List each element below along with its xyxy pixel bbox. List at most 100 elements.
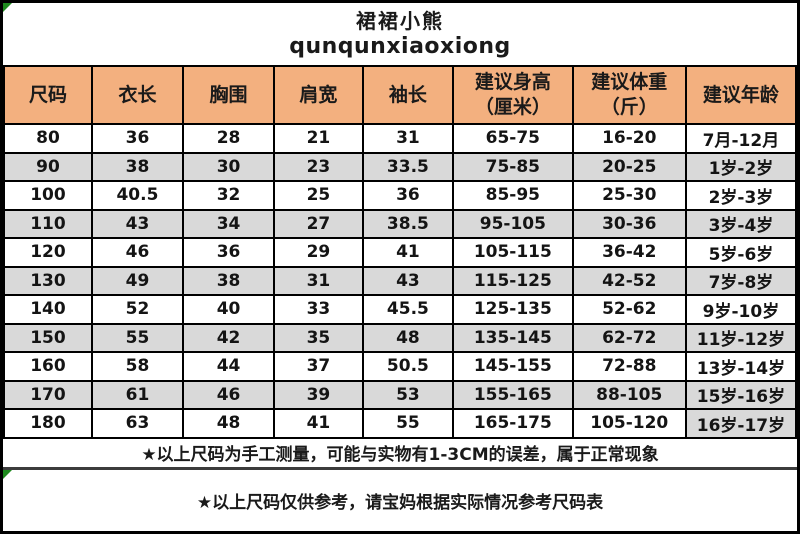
size-cell: 120 — [3, 237, 93, 268]
table-cell: 35 — [273, 322, 364, 353]
table-cell: 53 — [361, 379, 455, 410]
table-cell: 16-20 — [571, 123, 687, 154]
table-header-row: 尺码 衣长 胸围 肩宽 袖长 建议身高 （厘米） 建议体重 （斤） 建议年龄 — [3, 65, 797, 125]
excel-corner-flag-icon — [3, 469, 12, 479]
table-cell: 41 — [361, 237, 455, 268]
table-cell: 52-62 — [571, 294, 687, 325]
size-cell: 160 — [3, 351, 93, 382]
column-header: 尺码 — [3, 65, 93, 125]
table-row: 160 58 44 37 50.5 145-155 72-88 13岁-14岁 — [3, 351, 797, 382]
table-cell: 29 — [273, 237, 364, 268]
table-cell: 41 — [273, 408, 364, 439]
table-cell: 28 — [181, 123, 276, 154]
table-cell: 36 — [361, 180, 455, 211]
table-cell: 1岁-2岁 — [684, 151, 797, 182]
size-cell: 170 — [3, 379, 93, 410]
table-cell: 7岁-8岁 — [684, 265, 797, 296]
brand-subtitle: qunqunxiaoxiong — [289, 33, 511, 59]
column-header: 袖长 — [361, 65, 455, 125]
table-cell: 13岁-14岁 — [684, 351, 797, 382]
table-row: 170 61 46 39 53 155-165 88-105 15岁-16岁 — [3, 379, 797, 410]
table-cell: 48 — [181, 408, 276, 439]
table-cell: 46 — [90, 237, 184, 268]
table-cell: 34 — [181, 208, 276, 239]
table-cell: 16岁-17岁 — [684, 408, 797, 439]
size-cell: 100 — [3, 180, 93, 211]
table-cell: 20-25 — [571, 151, 687, 182]
table-row: 120 46 36 29 41 105-115 36-42 5岁-6岁 — [3, 237, 797, 268]
title-block: 裙裙小熊 qunqunxiaoxiong — [3, 3, 797, 65]
table-cell: 65-75 — [452, 123, 574, 154]
table-cell: 43 — [361, 265, 455, 296]
brand-title: 裙裙小熊 — [356, 8, 444, 33]
table-cell: 105-120 — [571, 408, 687, 439]
table-cell: 31 — [361, 123, 455, 154]
table-cell: 155-165 — [452, 379, 574, 410]
table-cell: 46 — [181, 379, 276, 410]
table-cell: 30-36 — [571, 208, 687, 239]
table-cell: 32 — [181, 180, 276, 211]
table-cell: 37 — [273, 351, 364, 382]
table-cell: 72-88 — [571, 351, 687, 382]
table-cell: 9岁-10岁 — [684, 294, 797, 325]
table-cell: 52 — [90, 294, 184, 325]
table-cell: 2岁-3岁 — [684, 180, 797, 211]
size-cell: 180 — [3, 408, 93, 439]
table-cell: 3岁-4岁 — [684, 208, 797, 239]
size-cell: 80 — [3, 123, 93, 154]
table-cell: 45.5 — [361, 294, 455, 325]
table-cell: 165-175 — [452, 408, 574, 439]
column-header: 建议年龄 — [684, 65, 797, 125]
table-cell: 39 — [273, 379, 364, 410]
footnote-text: ★以上尺码仅供参考，请宝妈根据实际情况参考尺码表 — [196, 492, 604, 513]
table-row: 130 49 38 31 43 115-125 42-52 7岁-8岁 — [3, 265, 797, 296]
column-header: 建议身高 （厘米） — [452, 65, 574, 125]
table-cell: 58 — [90, 351, 184, 382]
table-cell: 38 — [90, 151, 184, 182]
table-cell: 135-145 — [452, 322, 574, 353]
table-cell: 95-105 — [452, 208, 574, 239]
footnote-text: ★以上尺码为手工测量，可能与实物有1-3CM的误差，属于正常现象 — [141, 445, 659, 465]
footnote-reference-note: ★以上尺码仅供参考，请宝妈根据实际情况参考尺码表 — [3, 469, 797, 531]
excel-corner-flag-icon — [3, 3, 12, 12]
table-cell: 49 — [90, 265, 184, 296]
size-table: 尺码 衣长 胸围 肩宽 袖长 建议身高 （厘米） 建议体重 （斤） 建议年龄 80 36 28 21… — [3, 65, 797, 439]
table-cell: 21 — [273, 123, 364, 154]
table-cell: 88-105 — [571, 379, 687, 410]
table-cell: 62-72 — [571, 322, 687, 353]
table-cell: 23 — [273, 151, 364, 182]
table-cell: 33 — [273, 294, 364, 325]
table-cell: 36 — [90, 123, 184, 154]
table-cell: 31 — [273, 265, 364, 296]
table-row: 150 55 42 35 48 135-145 62-72 11岁-12岁 — [3, 322, 797, 353]
table-cell: 85-95 — [452, 180, 574, 211]
table-cell: 42-52 — [571, 265, 687, 296]
footnote-measurement-note: ★以上尺码为手工测量，可能与实物有1-3CM的误差，属于正常现象 — [3, 438, 797, 470]
table-cell: 25 — [273, 180, 364, 211]
table-cell: 27 — [273, 208, 364, 239]
table-row: 90 38 30 23 33.5 75-85 20-25 1岁-2岁 — [3, 151, 797, 182]
table-cell: 40.5 — [90, 180, 184, 211]
table-cell: 11岁-12岁 — [684, 322, 797, 353]
table-cell: 15岁-16岁 — [684, 379, 797, 410]
table-cell: 50.5 — [361, 351, 455, 382]
table-cell: 115-125 — [452, 265, 574, 296]
size-cell: 140 — [3, 294, 93, 325]
table-cell: 38 — [181, 265, 276, 296]
size-cell: 110 — [3, 208, 93, 239]
table-cell: 7月-12月 — [684, 123, 797, 154]
table-cell: 38.5 — [361, 208, 455, 239]
table-cell: 61 — [90, 379, 184, 410]
table-row: 180 63 48 41 55 165-175 105-120 16岁-17岁 — [3, 408, 797, 439]
table-cell: 63 — [90, 408, 184, 439]
table-cell: 33.5 — [361, 151, 455, 182]
table-cell: 75-85 — [452, 151, 574, 182]
size-cell: 130 — [3, 265, 93, 296]
table-cell: 105-115 — [452, 237, 574, 268]
table-row: 100 40.5 32 25 36 85-95 25-30 2岁-3岁 — [3, 180, 797, 211]
table-cell: 42 — [181, 322, 276, 353]
column-header: 衣长 — [90, 65, 184, 125]
table-cell: 30 — [181, 151, 276, 182]
table-cell: 36 — [181, 237, 276, 268]
